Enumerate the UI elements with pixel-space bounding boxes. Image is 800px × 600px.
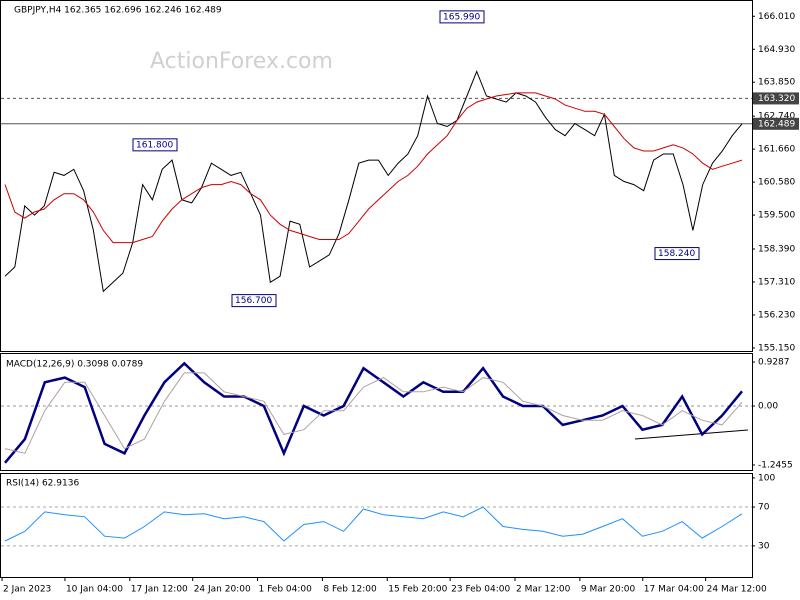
annotation-label: 158.240 bbox=[658, 249, 695, 259]
y-tick-label: 162.740 bbox=[758, 112, 795, 122]
y-tick-label: 155.150 bbox=[758, 343, 795, 353]
series-line bbox=[4, 70, 743, 293]
macd-title: MACD(12,26,9) 0.3098 0.0789 bbox=[6, 360, 143, 370]
level-label: 163.320 bbox=[758, 94, 795, 104]
level-label: 162.489 bbox=[758, 119, 795, 129]
series-line bbox=[4, 372, 743, 454]
y-tick-label: 158.390 bbox=[758, 244, 795, 254]
y-tick-label: 0.9287 bbox=[758, 358, 790, 368]
series-line bbox=[4, 92, 743, 244]
rsi-panel-frame bbox=[0, 473, 753, 578]
series-line bbox=[4, 506, 743, 542]
y-tick-label: 160.580 bbox=[758, 178, 795, 188]
x-tick-label: 2 Jan 2023 bbox=[3, 585, 51, 595]
annotation-label: 156.700 bbox=[235, 296, 272, 306]
x-tick-label: 15 Feb 20:00 bbox=[388, 585, 447, 595]
price-panel-frame bbox=[0, 0, 753, 352]
y-tick-label: -1.2455 bbox=[758, 460, 793, 470]
rsi-title: RSI(14) 62.9136 bbox=[6, 479, 79, 489]
x-tick-label: 2 Mar 12:00 bbox=[516, 585, 571, 595]
y-tick-label: 161.660 bbox=[758, 145, 795, 155]
annotation-box bbox=[231, 294, 277, 308]
x-tick-label: 8 Feb 12:00 bbox=[323, 585, 377, 595]
annotation-label: 161.800 bbox=[136, 140, 173, 150]
x-tick-label: 17 Mar 04:00 bbox=[644, 585, 704, 595]
trend-line bbox=[634, 429, 749, 440]
y-tick-label: 159.500 bbox=[758, 211, 795, 221]
x-tick-label: 1 Feb 04:00 bbox=[259, 585, 313, 595]
annotation-box bbox=[439, 10, 485, 24]
x-tick-label: 9 Mar 20:00 bbox=[581, 585, 636, 595]
y-tick-label: 100 bbox=[758, 473, 775, 483]
annotation-box bbox=[132, 138, 178, 152]
y-tick-label: 0.00 bbox=[758, 402, 778, 412]
x-tick-label: 23 Feb 04:00 bbox=[451, 585, 510, 595]
y-tick-label: 163.850 bbox=[758, 78, 795, 88]
x-tick-label: 17 Jan 12:00 bbox=[131, 585, 188, 595]
level-label-box bbox=[753, 117, 799, 130]
y-tick-label: 166.010 bbox=[758, 12, 795, 22]
macd-panel-frame bbox=[0, 353, 753, 471]
y-tick-label: 156.230 bbox=[758, 310, 795, 320]
x-tick-label: 24 Mar 12:00 bbox=[707, 585, 767, 595]
price-title: GBPJPY,H4 162.365 162.696 162.246 162.48… bbox=[14, 6, 222, 16]
annotation-box bbox=[654, 247, 700, 261]
x-tick-label: 24 Jan 20:00 bbox=[194, 585, 251, 595]
annotation-label: 165.990 bbox=[443, 12, 480, 22]
level-label-box bbox=[753, 92, 799, 105]
y-tick-label: 157.310 bbox=[758, 277, 795, 287]
x-tick-label: 10 Jan 04:00 bbox=[66, 585, 123, 595]
y-tick-label: 164.930 bbox=[758, 45, 795, 55]
y-tick-label: 30 bbox=[758, 541, 770, 551]
y-tick-label: 70 bbox=[758, 503, 770, 513]
watermark: ActionForex.com bbox=[150, 49, 333, 74]
